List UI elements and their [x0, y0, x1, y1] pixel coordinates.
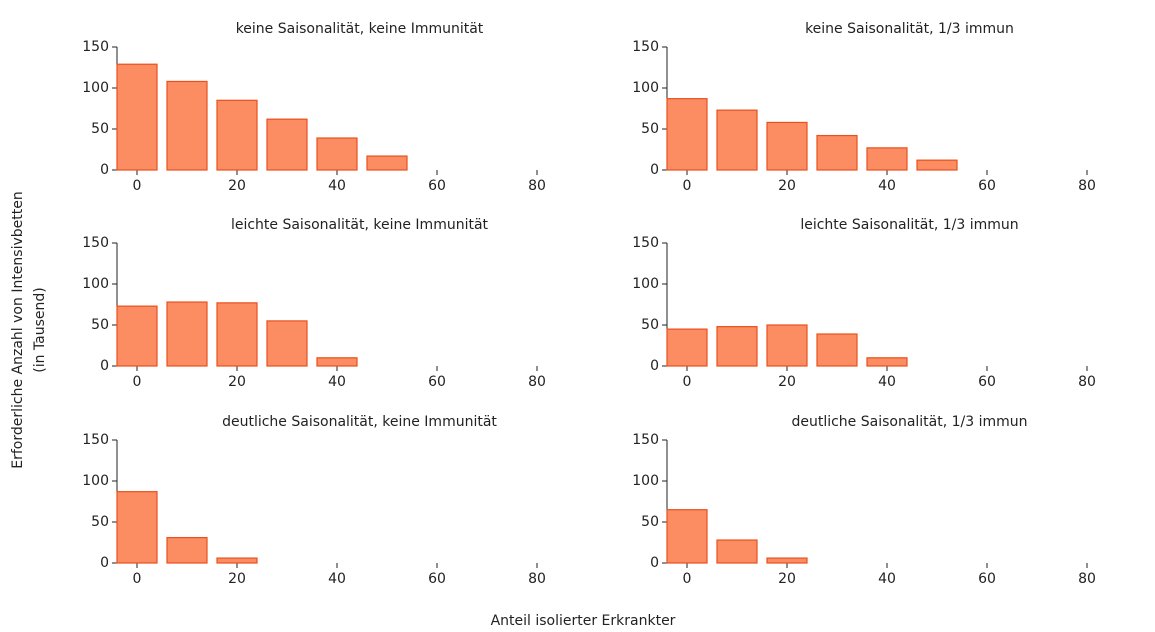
y-tick-label: 150 — [82, 235, 109, 251]
bar — [116, 63, 158, 171]
bar — [166, 301, 208, 367]
bar — [666, 98, 708, 171]
y-axis-label: Erforderliche Anzahl von Intensivbetten — [10, 191, 26, 468]
x-tick-label: 60 — [428, 178, 446, 194]
x-tick-label: 40 — [328, 571, 346, 587]
bar — [316, 357, 358, 367]
y-tick-label: 100 — [632, 80, 659, 96]
bar — [266, 320, 308, 367]
y-tick-label: 50 — [91, 121, 109, 137]
bar — [116, 491, 158, 564]
bar — [366, 155, 408, 171]
bar — [866, 147, 908, 171]
x-tick-label: 40 — [878, 178, 896, 194]
x-tick-label: 40 — [878, 571, 896, 587]
bar — [766, 121, 808, 171]
x-tick-label: 80 — [528, 374, 546, 390]
y-tick-label: 0 — [650, 358, 659, 374]
x-axis-label: Anteil isolierter Erkrankter — [491, 613, 676, 628]
x-tick-label: 80 — [1078, 178, 1096, 194]
subplot-title: leichte Saisonalität, 1/3 immun — [800, 217, 1018, 233]
x-tick-label: 60 — [978, 571, 996, 587]
y-tick-label: 150 — [632, 432, 659, 448]
x-tick-label: 60 — [428, 374, 446, 390]
y-tick-label: 100 — [632, 473, 659, 489]
bar — [716, 326, 758, 367]
x-tick-label: 0 — [683, 571, 692, 587]
subplot-title: keine Saisonalität, keine Immunität — [236, 21, 484, 37]
y-tick-label: 150 — [82, 39, 109, 55]
bar — [116, 305, 158, 367]
bar — [816, 134, 858, 171]
bar — [216, 99, 258, 171]
bar — [166, 80, 208, 171]
bar — [266, 118, 308, 171]
x-tick-label: 20 — [778, 178, 796, 194]
bar — [216, 302, 258, 367]
bar — [716, 539, 758, 564]
y-tick-label: 150 — [82, 432, 109, 448]
x-tick-label: 20 — [778, 374, 796, 390]
y-tick-label: 50 — [641, 121, 659, 137]
bar — [216, 557, 258, 564]
y-tick-label: 150 — [632, 235, 659, 251]
y-tick-label: 100 — [82, 276, 109, 292]
x-tick-label: 80 — [1078, 374, 1096, 390]
y-axis-label: (in Tausend) — [32, 287, 48, 373]
x-tick-label: 0 — [133, 571, 142, 587]
subplot-title: leichte Saisonalität, keine Immunität — [231, 217, 489, 233]
y-tick-label: 0 — [100, 555, 109, 571]
bar — [916, 159, 958, 171]
y-tick-label: 100 — [632, 276, 659, 292]
x-tick-label: 80 — [528, 178, 546, 194]
x-tick-label: 0 — [683, 374, 692, 390]
subplot-title: deutliche Saisonalität, 1/3 immun — [791, 414, 1027, 430]
y-tick-label: 0 — [100, 162, 109, 178]
bar — [816, 333, 858, 367]
y-tick-label: 0 — [650, 555, 659, 571]
y-tick-label: 0 — [100, 358, 109, 374]
subplot-title: keine Saisonalität, 1/3 immun — [805, 21, 1014, 37]
bar — [866, 357, 908, 367]
x-tick-label: 40 — [878, 374, 896, 390]
bar — [766, 324, 808, 367]
x-tick-label: 40 — [328, 374, 346, 390]
y-tick-label: 100 — [82, 80, 109, 96]
x-tick-label: 80 — [1078, 571, 1096, 587]
bar — [666, 509, 708, 564]
bar — [316, 137, 358, 171]
y-tick-label: 50 — [641, 317, 659, 333]
x-tick-label: 40 — [328, 178, 346, 194]
bar — [166, 536, 208, 564]
y-tick-label: 100 — [82, 473, 109, 489]
x-tick-label: 20 — [228, 571, 246, 587]
x-tick-label: 60 — [428, 571, 446, 587]
bar — [666, 328, 708, 367]
subplot-title: deutliche Saisonalität, keine Immunität — [222, 414, 497, 430]
x-tick-label: 0 — [683, 178, 692, 194]
x-tick-label: 20 — [228, 374, 246, 390]
x-tick-label: 20 — [228, 178, 246, 194]
y-tick-label: 50 — [91, 317, 109, 333]
y-tick-label: 50 — [641, 514, 659, 530]
x-tick-label: 60 — [978, 178, 996, 194]
x-tick-label: 60 — [978, 374, 996, 390]
bar — [716, 109, 758, 171]
x-tick-label: 20 — [778, 571, 796, 587]
y-tick-label: 50 — [91, 514, 109, 530]
y-tick-label: 150 — [632, 39, 659, 55]
bar — [766, 557, 808, 564]
x-tick-label: 0 — [133, 374, 142, 390]
y-tick-label: 0 — [650, 162, 659, 178]
x-tick-label: 0 — [133, 178, 142, 194]
x-tick-label: 80 — [528, 571, 546, 587]
